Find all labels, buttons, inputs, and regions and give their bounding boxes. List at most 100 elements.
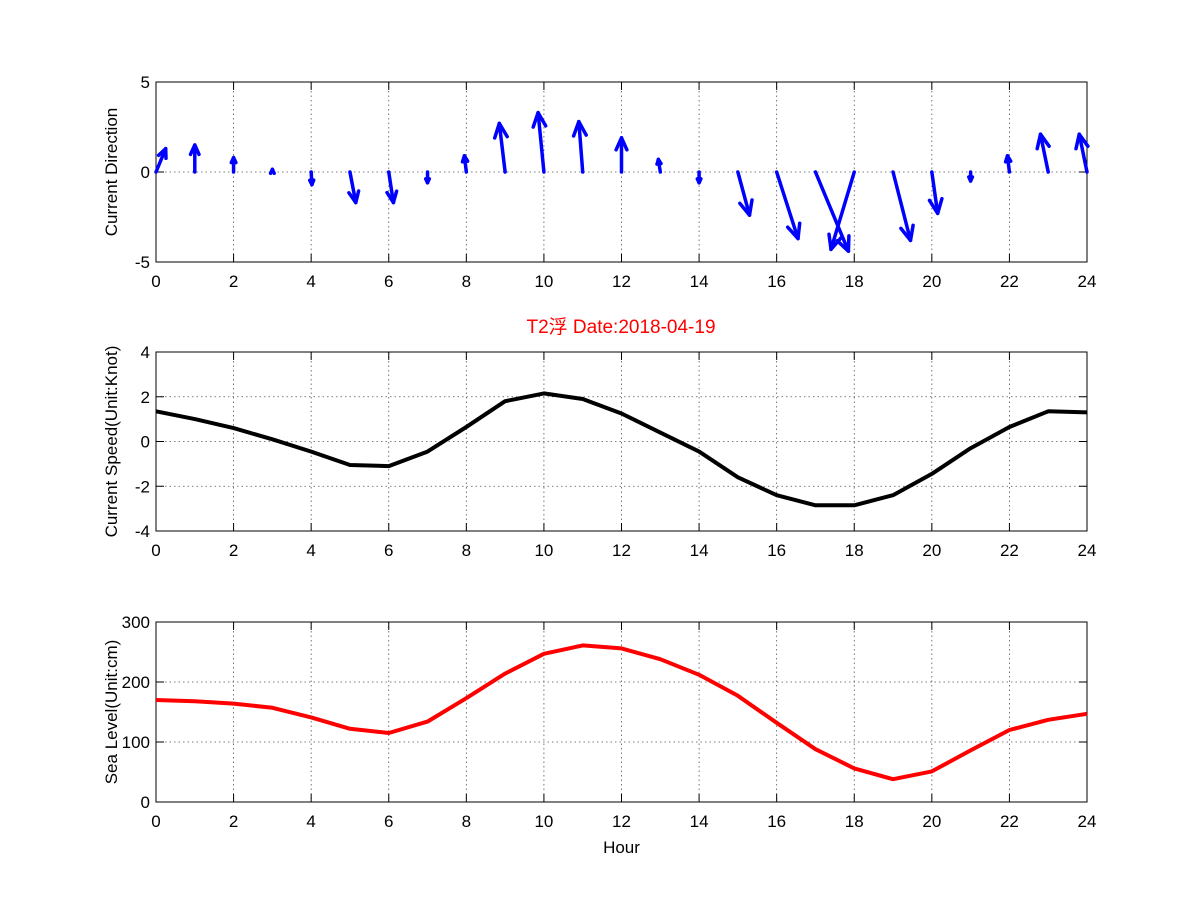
x-tick-label: 12 (612, 541, 631, 560)
quiver-arrow (307, 170, 316, 187)
x-tick-label: 22 (1000, 812, 1019, 831)
quiver-arrow (460, 154, 470, 174)
quiver-head (531, 110, 548, 129)
y-tick-label: 0 (141, 793, 150, 812)
x-tick-label: 24 (1078, 812, 1097, 831)
quiver-shaft (387, 170, 396, 205)
quiver-head (1035, 132, 1051, 151)
quiver-shaft (1038, 132, 1050, 174)
quiver-arrow (423, 170, 432, 185)
x-tick-label: 4 (306, 812, 315, 831)
quiver-head (571, 119, 588, 138)
quiver-arrow (492, 121, 509, 174)
x-axis-label: Hour (603, 838, 640, 857)
quiver-head (655, 157, 663, 166)
x-tick-label: 22 (1000, 272, 1019, 291)
quiver-shaft (891, 170, 913, 243)
y-tick-label: 300 (122, 613, 150, 632)
x-tick-label: 4 (306, 272, 315, 291)
quiver-head (785, 221, 802, 241)
quiver-head (614, 136, 629, 152)
x-tick-label: 24 (1078, 272, 1097, 291)
x-tick-label: 4 (306, 541, 315, 560)
y-tick-label: 4 (141, 343, 150, 362)
x-tick-label: 18 (845, 541, 864, 560)
y-tick-label: 200 (122, 673, 150, 692)
y-axis-label: Current Direction (102, 108, 121, 237)
y-tick-label: 0 (141, 433, 150, 452)
quiver-shaft (536, 110, 546, 174)
x-tick-label: 16 (767, 812, 786, 831)
y-tick-label: 5 (141, 73, 150, 92)
quiver-head (229, 155, 238, 165)
quiver-head (423, 177, 432, 185)
quiver-shaft (930, 170, 940, 216)
quiver-arrow (268, 167, 276, 176)
x-tick-label: 2 (229, 541, 238, 560)
quiver-head (827, 232, 843, 252)
x-tick-label: 16 (767, 541, 786, 560)
x-tick-label: 14 (690, 541, 709, 560)
quiver-shaft (577, 119, 585, 174)
x-tick-label: 18 (845, 812, 864, 831)
quiver-arrow (1074, 132, 1090, 174)
quiver-head (1003, 154, 1013, 164)
x-tick-label: 24 (1078, 541, 1097, 560)
quiver-shaft (348, 170, 358, 205)
y-tick-label: -2 (135, 477, 150, 496)
x-tick-label: 14 (690, 272, 709, 291)
quiver-head (927, 196, 944, 216)
x-tick-label: 6 (384, 541, 393, 560)
quiver-head (156, 146, 168, 161)
quiver-arrow (188, 143, 201, 174)
quiver-head (738, 198, 754, 217)
quiver-arrow (736, 170, 754, 217)
quiver-arrow (655, 157, 663, 174)
x-tick-label: 20 (922, 541, 941, 560)
quiver-head (695, 177, 703, 185)
x-tick-label: 14 (690, 812, 709, 831)
y-tick-label: -4 (135, 522, 150, 541)
x-tick-label: 18 (845, 272, 864, 291)
quiver-shaft (774, 170, 800, 241)
x-tick-label: 10 (534, 272, 553, 291)
quiver-arrow (571, 119, 588, 174)
quiver-arrow (385, 170, 399, 205)
quiver-head (899, 223, 915, 243)
quiver-arrow (1003, 154, 1013, 174)
x-tick-label: 2 (229, 272, 238, 291)
quiver-arrow (347, 170, 361, 205)
x-tick-label: 2 (229, 812, 238, 831)
y-tick-label: 0 (141, 163, 150, 182)
quiver-arrow (827, 170, 856, 252)
quiver-head (307, 178, 316, 187)
x-tick-label: 20 (922, 272, 941, 291)
quiver-shaft (736, 170, 752, 217)
x-tick-label: 12 (612, 812, 631, 831)
quiver-arrow (774, 170, 802, 241)
quiver-arrow (813, 170, 851, 253)
figure-title: T2浮 Date:2018-04-19 (526, 316, 715, 338)
x-tick-label: 8 (462, 541, 471, 560)
quiver-shaft (829, 170, 856, 252)
x-tick-label: 12 (612, 272, 631, 291)
quiver-head (347, 189, 361, 205)
quiver-head (492, 121, 509, 140)
quiver-arrow (1035, 132, 1051, 174)
quiver-arrow (531, 110, 548, 174)
x-tick-label: 16 (767, 272, 786, 291)
quiver-shaft (813, 170, 851, 253)
y-tick-label: 100 (122, 733, 150, 752)
quiver-head (385, 189, 399, 205)
x-tick-label: 0 (151, 272, 160, 291)
quiver-arrow (891, 170, 915, 243)
x-tick-label: 6 (384, 812, 393, 831)
x-tick-label: 20 (922, 812, 941, 831)
quiver-head (460, 154, 470, 164)
x-tick-label: 0 (151, 541, 160, 560)
